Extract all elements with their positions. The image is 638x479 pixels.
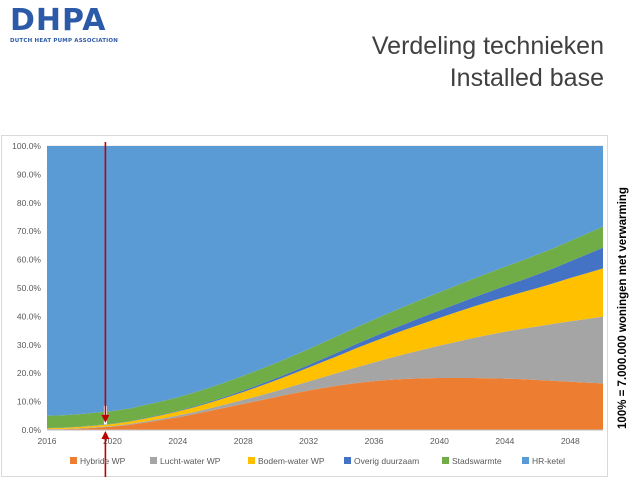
y-tick-label: 0.0%: [22, 425, 42, 435]
y-tick-label: 30.0%: [17, 340, 42, 350]
legend-swatch: [344, 457, 351, 464]
y-tick-label: 90.0%: [17, 169, 42, 179]
legend-label: Hybride WP: [80, 456, 126, 466]
legend-label: HR-ketel: [532, 456, 565, 466]
legend-swatch: [150, 457, 157, 464]
title-line-2: Installed base: [449, 64, 604, 92]
chart-container: 0.0% 10.0% 20.0% 30.0% 40.0% 50.0% 60.0% 70.0% 8…: [0, 134, 638, 479]
y-tick-label: 50.0%: [17, 283, 42, 293]
y-tick-label: 100.0%: [12, 141, 41, 151]
y-tick-label: 70.0%: [17, 226, 42, 236]
legend-label: Stadswarmte: [452, 456, 502, 466]
side-note-text: 100% = 7.000.000 woningen met verwarming: [617, 187, 629, 429]
legend-label: Overig duurzaam: [354, 456, 419, 466]
x-tick-label: 2028: [234, 436, 253, 446]
y-tick-label: 40.0%: [17, 311, 42, 321]
x-tick-label: 2020: [103, 436, 122, 446]
y-tick-label: 20.0%: [17, 368, 42, 378]
arrow-up-head: [101, 431, 110, 439]
legend-swatch: [442, 457, 449, 464]
x-tick-label: 2044: [495, 436, 514, 446]
legend-swatch: [70, 457, 77, 464]
legend-label: Lucht-water WP: [160, 456, 221, 466]
arrow-down-head: [101, 414, 110, 423]
area-hybride-wp: [47, 378, 603, 430]
stacked-area-chart: 0.0% 10.0% 20.0% 30.0% 40.0% 50.0% 60.0% 70.0% 8…: [1, 135, 608, 477]
area-hr-ketel: [47, 146, 603, 416]
x-tick-label: 2036: [365, 436, 384, 446]
title-line-1: Verdeling technieken: [371, 32, 604, 60]
area-lucht-water-wp: [47, 316, 603, 430]
x-tick-label: 2016: [38, 436, 57, 446]
legend-label: Bodem-water WP: [258, 456, 325, 466]
logo-subtitle: DUTCH HEAT PUMP ASSOCIATION: [10, 38, 119, 44]
slide-title: Verdeling technieken Installed base: [372, 30, 604, 94]
y-tick-label: 10.0%: [17, 397, 42, 407]
legend-swatch: [522, 457, 529, 464]
side-note: 100% = 7.000.000 woningen met verwarming: [610, 148, 636, 468]
x-tick-label: 2040: [430, 436, 449, 446]
x-tick-label: 2032: [299, 436, 318, 446]
y-tick-label: 80.0%: [17, 198, 42, 208]
x-tick-label: 2024: [168, 436, 187, 446]
logo-text: DHPA: [10, 3, 107, 38]
x-tick-label: 2048: [561, 436, 580, 446]
y-tick-label: 60.0%: [17, 255, 42, 265]
dhpa-logo: DHPA DUTCH HEAT PUMP ASSOCIATION: [6, 3, 119, 48]
legend-swatch: [248, 457, 255, 464]
